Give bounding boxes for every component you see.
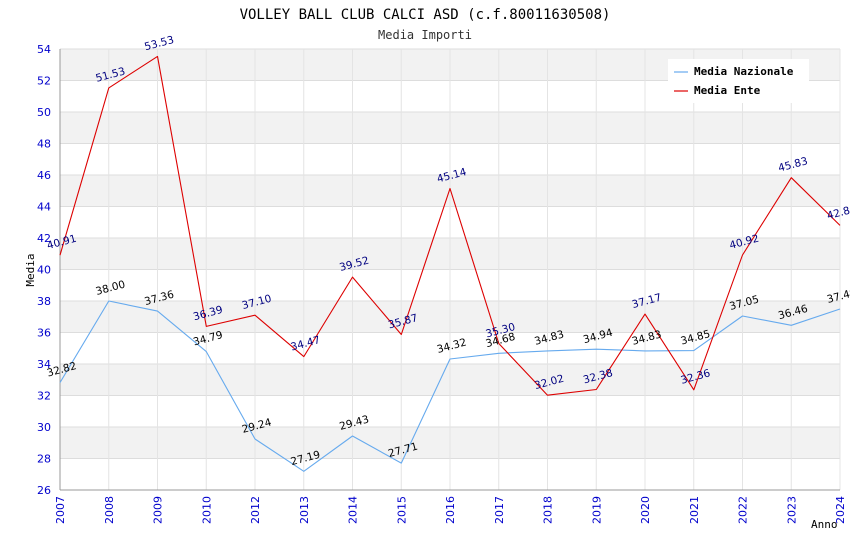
x-tick-label: 2015 — [395, 496, 408, 524]
x-tick-labels: 2007 2008 2009 2010 2012 2013 2014 2015 2016 2017… — [54, 496, 847, 524]
gridlines — [59, 48, 841, 491]
y-tick-labels: 26 28 30 32 34 36 38 40 42 44 46 48 50 52 54 — [37, 43, 51, 497]
x-tick-label: 2008 — [103, 496, 116, 524]
y-tick-label: 52 — [37, 75, 51, 88]
series-line-media-ente — [59, 55, 841, 396]
x-axis-label: Anno — [811, 518, 838, 531]
x-tick-label: 2019 — [590, 496, 603, 524]
x-tick-label: 2012 — [249, 496, 262, 524]
y-tick-label: 50 — [37, 106, 51, 119]
x-tick-label: 2010 — [200, 496, 213, 524]
x-tick-label: 2024 — [834, 496, 847, 524]
y-tick-label: 44 — [37, 201, 51, 214]
chart-title: VOLLEY BALL CLUB CALCI ASD (c.f.80011630… — [240, 7, 611, 23]
y-tick-label: 54 — [37, 43, 51, 56]
x-tick-label: 2016 — [444, 496, 457, 524]
legend: Media Nazionale Media Ente — [668, 59, 809, 103]
y-tick-label: 34 — [37, 358, 51, 371]
chart-subtitle: Media Importi — [378, 28, 472, 42]
y-tick-label: 48 — [37, 138, 51, 151]
y-tick-label: 38 — [37, 295, 51, 308]
legend-label-media-nazionale: Media Nazionale — [694, 65, 794, 78]
x-tick-label: 2018 — [542, 496, 555, 524]
x-tick-label: 2020 — [639, 496, 652, 524]
legend-label-media-ente: Media Ente — [694, 84, 761, 97]
x-tick-label: 2013 — [298, 496, 311, 524]
y-tick-label: 30 — [37, 421, 51, 434]
x-tick-label: 2007 — [54, 496, 67, 524]
x-tick-label: 2022 — [737, 496, 750, 524]
x-tick-label: 2017 — [493, 496, 506, 524]
x-tick-label: 2009 — [152, 496, 165, 524]
y-tick-label: 32 — [37, 390, 51, 403]
y-tick-label: 36 — [37, 327, 51, 340]
y-tick-label: 42 — [37, 232, 51, 245]
series-lines — [59, 55, 841, 472]
axes — [59, 49, 840, 491]
legend-box — [668, 59, 809, 103]
y-tick-label: 46 — [37, 169, 51, 182]
y-tick-label: 26 — [37, 484, 51, 497]
y-tick-label: 28 — [37, 453, 51, 466]
x-tick-label: 2021 — [688, 496, 701, 524]
y-axis-label: Media — [24, 253, 37, 286]
x-tick-label: 2023 — [785, 496, 798, 524]
y-tick-label: 40 — [37, 264, 51, 277]
series-line-media-nazionale — [59, 300, 841, 472]
x-tick-label: 2014 — [347, 496, 360, 524]
